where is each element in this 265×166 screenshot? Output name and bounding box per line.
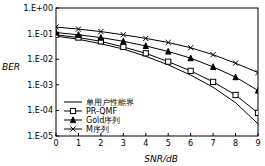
x-tick (168, 133, 169, 136)
data-point (188, 68, 193, 73)
y-tick-label: 1.E-02 (27, 55, 53, 64)
x-tick-label: 5 (166, 139, 171, 148)
x-tick-label: 4 (143, 139, 148, 148)
y-tick (56, 84, 59, 85)
data-point (233, 61, 238, 66)
plot-area (56, 24, 258, 123)
x-tick-label: 9 (255, 139, 260, 148)
data-point (211, 79, 216, 84)
data-point (56, 29, 59, 35)
y-tick (56, 110, 59, 111)
data-point (143, 43, 148, 49)
data-point (121, 38, 126, 44)
data-point (143, 36, 148, 41)
y-axis-label: BER (2, 62, 20, 72)
data-point (76, 26, 81, 31)
data-point (98, 34, 103, 40)
x-tick (123, 133, 124, 136)
data-point (188, 55, 193, 61)
x-tick (258, 133, 259, 136)
data-point (143, 51, 148, 56)
plot-frame (56, 8, 258, 136)
data-point (255, 70, 258, 75)
x-tick (213, 133, 214, 136)
data-point (255, 87, 258, 93)
legend-marker (70, 117, 75, 123)
y-tick-label: 1.E-03 (27, 81, 53, 90)
y-tick (56, 59, 59, 60)
data-point (211, 64, 216, 70)
x-tick (56, 133, 57, 136)
data-point (98, 29, 103, 34)
data-point (233, 74, 238, 80)
data-point (166, 48, 171, 54)
legend-marker (70, 126, 75, 131)
legend-label: 单用户性能界 (86, 98, 134, 107)
data-point (233, 92, 238, 97)
x-tick (78, 133, 79, 136)
x-tick-label: 7 (211, 139, 216, 148)
y-tick-label: 1.E-05 (27, 132, 53, 141)
y-tick-label: 1.E-01 (27, 30, 53, 39)
x-axis-label: SNR/dB (144, 154, 178, 164)
data-point (76, 32, 81, 38)
legend-label: Gold序列 (86, 116, 120, 125)
data-point (121, 32, 126, 37)
y-tick-label: 1.E-04 (27, 106, 53, 115)
data-point (56, 24, 59, 29)
legend-label: M序列 (86, 125, 109, 134)
series-line (56, 27, 258, 73)
x-tick-label: 3 (121, 139, 126, 148)
x-tick (145, 133, 146, 136)
x-tick (190, 133, 191, 136)
x-tick (235, 133, 236, 136)
data-point (188, 45, 193, 50)
data-point (211, 52, 216, 57)
series-line (56, 33, 258, 91)
data-point (166, 59, 171, 64)
x-tick-label: 2 (98, 139, 103, 148)
legend-marker (70, 108, 75, 113)
data-point (166, 40, 171, 45)
x-tick-label: 6 (188, 139, 193, 148)
data-point (255, 110, 258, 115)
legend-label: PR-QMF (86, 107, 117, 116)
legend-swatch (64, 102, 82, 103)
x-tick-label: 1 (76, 139, 81, 148)
chart: 1.E-05 1.E-04 1.E-03 1.E-02 1.E-01 1.E+00 0 1 2 3… (0, 0, 265, 166)
y-tick-label: 1.E+00 (23, 4, 53, 13)
x-tick-label: 8 (233, 139, 238, 148)
series-line (56, 36, 258, 124)
legend: 单用户性能界PR-QMFGold序列M序列 (64, 98, 134, 134)
x-tick-label: 0 (53, 139, 58, 148)
data-point (121, 44, 126, 49)
y-tick (56, 8, 59, 9)
